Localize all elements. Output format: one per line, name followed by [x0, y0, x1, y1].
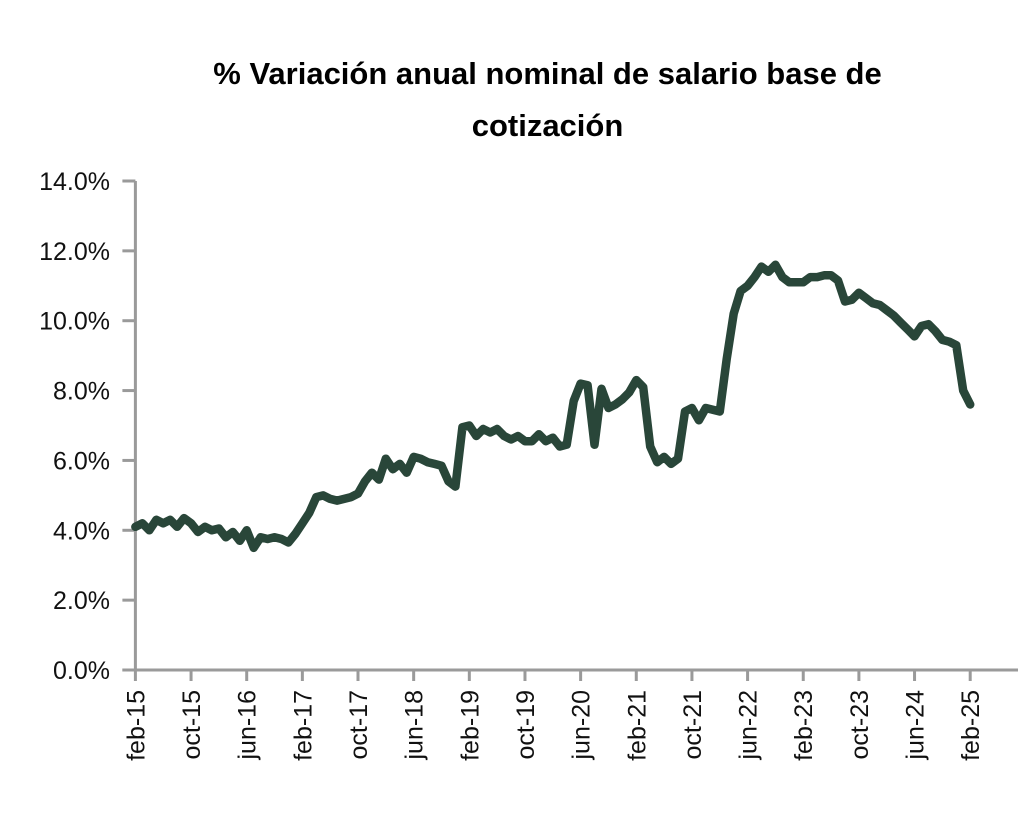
data-line-series [131, 260, 975, 553]
x-axis-tick-label: feb-19 [456, 690, 484, 761]
y-axis-tick-label: 8.0% [53, 378, 110, 406]
x-axis-tick-label: jun-24 [902, 690, 930, 761]
x-axis-tick-label: jun-16 [234, 690, 262, 761]
x-axis-tick-label: oct-21 [679, 690, 707, 759]
x-axis-tick-label: feb-17 [289, 690, 317, 761]
x-axis-tick-label: jun-20 [568, 690, 596, 761]
chart-title-line2: cotización [471, 108, 624, 143]
y-axis-tick-label: 0.0% [53, 657, 110, 685]
x-axis-tick-label: oct-15 [178, 690, 206, 759]
x-axis-tick-label: feb-25 [957, 690, 985, 761]
x-axis-tick-label: feb-15 [122, 690, 150, 761]
x-axis-tick-label: jun-18 [401, 690, 429, 761]
y-axis-tick-label: 14.0% [39, 168, 110, 196]
x-axis-tick-label: oct-23 [846, 690, 874, 759]
y-axis-tick-label: 12.0% [39, 238, 110, 266]
x-axis-tick-label: oct-17 [345, 690, 373, 759]
y-axis-tick-label: 2.0% [53, 587, 110, 615]
y-axis-tick-label: 6.0% [53, 447, 110, 475]
x-axis-tick-label: jun-22 [735, 690, 763, 761]
chart-title-line1: % Variación anual nominal de salario bas… [213, 56, 882, 91]
x-axis-tick-label: oct-19 [512, 690, 540, 759]
chart-title: % Variación anual nominal de salario bas… [60, 48, 1024, 152]
x-axis-tick-label: feb-23 [790, 690, 818, 761]
y-axis-tick-label: 4.0% [53, 517, 110, 545]
x-axis-tick-label: feb-21 [623, 690, 651, 761]
y-axis-tick-label: 10.0% [39, 308, 110, 336]
